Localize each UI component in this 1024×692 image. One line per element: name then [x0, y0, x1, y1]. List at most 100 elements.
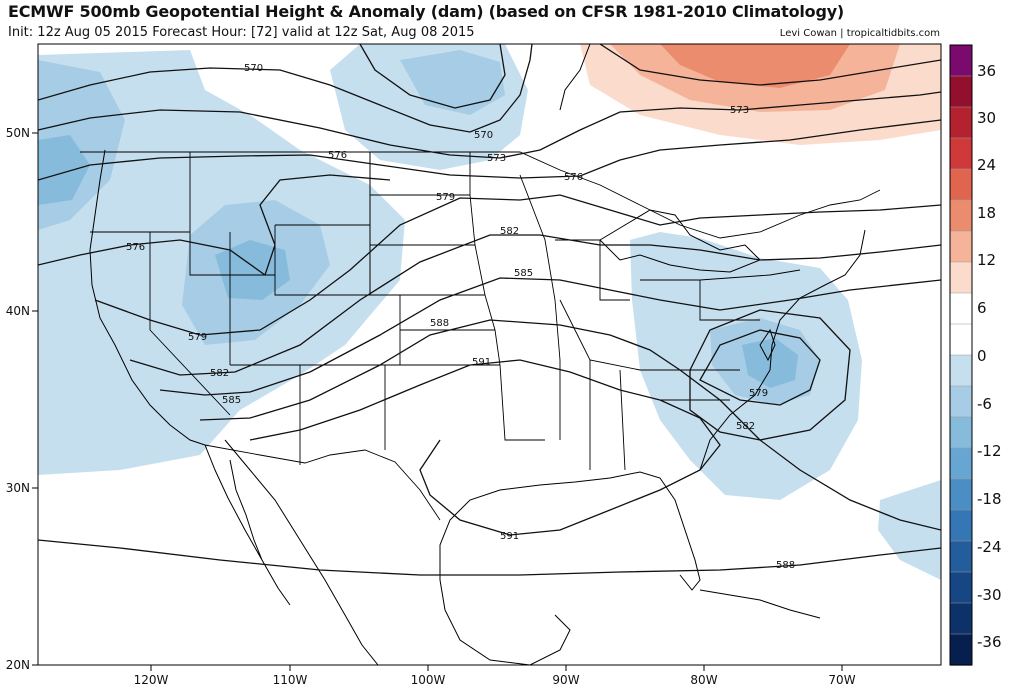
colorbar-label: 30 [977, 109, 996, 127]
contour-588 [199, 319, 941, 531]
lat-label: 30N [6, 481, 30, 495]
colorbar-swatch [949, 292, 973, 325]
contour-east-trough-579 [699, 329, 821, 406]
colorbar-swatch [949, 478, 973, 511]
latitude-labels: 50N 40N 30N 20N [6, 126, 30, 672]
anomaly-shading [38, 44, 941, 580]
colorbar-swatch [949, 540, 973, 573]
contour-label: 588 [430, 318, 449, 329]
colorbar-label: -12 [977, 442, 1002, 460]
contour-label: 585 [222, 395, 241, 406]
colorbar-swatch [949, 323, 973, 356]
chesapeake [759, 328, 776, 362]
anomaly-northeast-ridge-peak [660, 44, 850, 88]
contour-label: 579 [749, 388, 768, 399]
contour-label: 573 [487, 153, 506, 164]
colorbar-swatch [949, 354, 973, 387]
contour-label: 576 [328, 150, 347, 161]
lon-label: 100W [411, 673, 446, 687]
contour-label: 582 [736, 421, 755, 432]
map-frame [37, 43, 942, 666]
colorbar-labels: 36 30 24 18 12 6 0 -6 -12 -18 -24 -30 -3… [977, 62, 1002, 651]
contour-591 [249, 359, 721, 536]
contour-582 [129, 234, 941, 376]
lon-label: 90W [552, 673, 579, 687]
atlantic-coast [699, 229, 866, 471]
hudson-bay-coast [559, 44, 591, 111]
anomaly-atlantic [878, 480, 941, 580]
lon-label: 70W [828, 673, 855, 687]
us-canada-border [80, 151, 881, 239]
contour-570-loop [359, 44, 506, 109]
colorbar-swatch [949, 137, 973, 170]
colorbar-label: -36 [977, 633, 1002, 651]
contour-label: 582 [500, 226, 519, 237]
credit-text: Levi Cowan | tropicaltidbits.com [779, 28, 940, 39]
colorbar-label: -18 [977, 490, 1002, 508]
anomaly-east-core-deep [742, 338, 798, 388]
state-lines-east [519, 174, 801, 471]
contour-576-west-loop [38, 174, 391, 277]
pacific-coast [89, 149, 206, 446]
colorbar-swatch [949, 509, 973, 542]
colorbar-label: -24 [977, 538, 1002, 556]
political-boundaries [80, 151, 881, 521]
contour-label: 588 [776, 560, 795, 571]
coastlines [89, 44, 866, 665]
contour-570-west [38, 44, 533, 133]
contour-ridge-north [599, 44, 941, 86]
lon-label: 110W [273, 673, 308, 687]
contour-label: 576 [126, 242, 145, 253]
lat-label: 20N [6, 658, 30, 672]
contour-label: 591 [472, 357, 491, 368]
colorbar-swatch [949, 75, 973, 108]
colorbar [949, 44, 973, 666]
mexico-west-coast [224, 439, 379, 665]
contour-label: 570 [474, 130, 493, 141]
colorbar-swatch [949, 199, 973, 232]
lat-label: 50N [6, 126, 30, 140]
contour-label: 576 [564, 172, 583, 183]
axis-ticks [32, 132, 843, 671]
anomaly-canada-core [400, 50, 505, 115]
lat-label: 40N [6, 304, 30, 318]
colorbar-label: 0 [977, 347, 987, 365]
anomaly-nw-core-deep [38, 135, 90, 205]
lon-label: 80W [690, 673, 717, 687]
contour-east-trough-582 [689, 309, 851, 441]
contour-label: 579 [188, 332, 207, 343]
map-plot-area: 570 570 573 573 576 576 576 579 579 579 … [38, 44, 941, 665]
contour-label: 585 [514, 268, 533, 279]
contour-label: 582 [210, 368, 229, 379]
us-mexico-border [204, 444, 441, 521]
lon-label: 120W [134, 673, 169, 687]
colorbar-label: 18 [977, 204, 996, 222]
contour-label: 573 [730, 105, 749, 116]
colorbar-swatch [949, 44, 973, 77]
contour-label: 570 [244, 63, 263, 74]
contour-576 [38, 119, 941, 181]
colorbar-label: 24 [977, 156, 996, 174]
colorbar-swatch [949, 633, 973, 666]
contour-579 [94, 194, 941, 336]
colorbar-swatch [949, 385, 973, 418]
colorbar-label: 12 [977, 251, 996, 269]
map-subtitle: Init: 12z Aug 05 2015 Forecast Hour: [72… [8, 25, 475, 40]
colorbar-swatch [949, 261, 973, 294]
baja-california [204, 444, 291, 606]
colorbar-label: -6 [977, 395, 992, 413]
contour-labels: 570 570 573 573 576 576 576 579 579 579 … [126, 63, 795, 571]
yucatan [439, 579, 571, 665]
colorbar-swatch [949, 447, 973, 480]
contour-573 [38, 91, 941, 159]
great-lakes [599, 209, 761, 273]
contour-label: 579 [436, 192, 455, 203]
colorbar-swatch [949, 416, 973, 449]
colorbar-label: 36 [977, 62, 996, 80]
colorbar-frame [949, 44, 973, 666]
colorbar-swatch [949, 230, 973, 263]
colorbar-swatch [949, 571, 973, 604]
map-title: ECMWF 500mb Geopotential Height & Anomal… [8, 2, 845, 21]
colorbar-swatch [949, 602, 973, 635]
